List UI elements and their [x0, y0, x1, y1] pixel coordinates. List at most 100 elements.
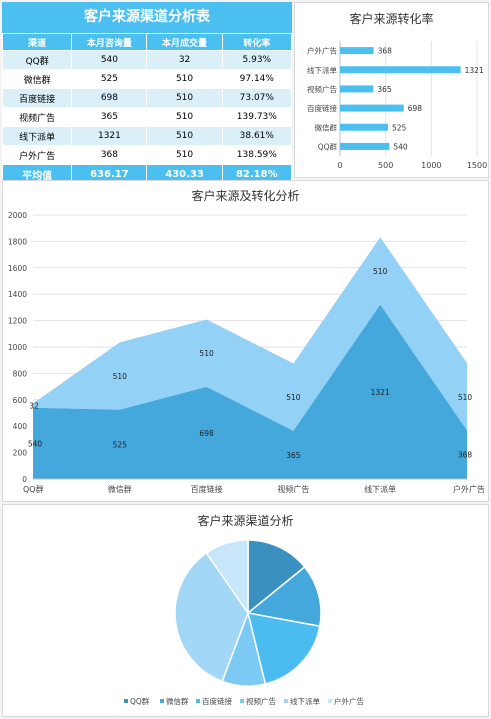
channel-table-panel: 客户来源渠道分析表 渠道 本月咨询量 本月成交量 转化率 QQ群 540 32 5.93% 微… — [1, 2, 293, 185]
table-cell: 510 — [146, 126, 223, 146]
channel-table: 渠道 本月咨询量 本月成交量 转化率 QQ群 540 32 5.93% 微信群 525 510 97… — [1, 33, 293, 185]
table-cell: 510 — [146, 107, 223, 127]
area-data-label: 510 — [373, 267, 388, 276]
source-area-chart-panel: 客户来源及转化分析 0 200 400 600 800 1000 1200 1400 1600 1… — [2, 180, 489, 502]
table-cell: 510 — [146, 88, 223, 108]
area-y-tick-label: 1800 — [8, 237, 27, 246]
table-cell: 365 — [71, 107, 148, 127]
table-average-cell: 平均值 — [1, 164, 73, 185]
table-cell: 百度链接 — [1, 88, 73, 108]
table-cell: QQ群 — [1, 50, 73, 70]
bar-chart: 0 500 1000 1500 户外广告 368 线下派单 1321 视频广告 365 百度链接 69… — [307, 41, 487, 170]
area-y-tick-label: 1000 — [8, 343, 27, 352]
area-y-tick-label: 600 — [13, 396, 28, 405]
pie-chart-title: 客户来源渠道分析 — [197, 514, 294, 528]
area-x-tick-label: QQ群 — [23, 484, 44, 494]
bar-data-label: 540 — [393, 142, 408, 151]
pie-slice — [247, 539, 306, 615]
area-data-label: 510 — [113, 372, 128, 381]
pie-chart: QQ群 微信群 百度链接 视频广告 线下派单 户外广告 — [124, 539, 364, 706]
bar-category-label: 视频广告 — [307, 84, 337, 94]
pie-legend-label: 百度链接 — [202, 696, 232, 706]
pie-slice — [246, 612, 321, 685]
area-x-tick-label: 微信群 — [108, 484, 132, 494]
area-chart: 0 200 400 600 800 1000 1200 1400 1600 1800 2000 QQ群… — [8, 211, 485, 494]
table-cell: 698 — [71, 88, 148, 108]
bar-category-label: 线下派单 — [307, 65, 337, 75]
table-cell: 510 — [146, 69, 223, 89]
table-row: 微信群 525 510 97.14% — [1, 69, 293, 89]
table-header-row: 渠道 本月咨询量 本月成交量 转化率 — [1, 33, 293, 51]
bar-data-label: 525 — [392, 123, 407, 132]
table-header-cell: 本月成交量 — [146, 33, 223, 51]
table-cell: 97.14% — [221, 69, 293, 89]
bar — [340, 85, 374, 93]
table-average-cell: 636.17 — [71, 164, 148, 185]
area-y-tick-label: 800 — [13, 369, 28, 378]
table-title: 客户来源渠道分析表 — [2, 2, 292, 33]
area-x-tick-label: 户外广告 — [453, 484, 485, 494]
area-y-tick-label: 1400 — [8, 290, 27, 299]
bar-category-label: 户外广告 — [307, 46, 337, 56]
area-data-label: 365 — [286, 451, 301, 460]
area-data-label: 510 — [458, 393, 473, 402]
bar-chart-title: 客户来源转化率 — [349, 12, 434, 26]
pie-legend-label: 线下派单 — [290, 696, 320, 706]
table-cell: 户外广告 — [1, 145, 73, 165]
bar — [340, 47, 374, 55]
table-cell: 视频广告 — [1, 107, 73, 127]
bar-x-tick-label: 500 — [378, 161, 393, 170]
area-x-tick-label: 百度链接 — [191, 484, 223, 494]
table-row: 户外广告 368 510 138.59% — [1, 145, 293, 165]
bar-data-label: 698 — [408, 104, 423, 113]
area-y-tick-label: 1600 — [8, 264, 27, 273]
table-row: 线下派单 1321 510 38.61% — [1, 126, 293, 146]
area-data-label: 510 — [286, 393, 301, 402]
table-cell: 73.07% — [221, 88, 293, 108]
table-header-cell: 本月咨询量 — [71, 33, 148, 51]
area-series-1 — [33, 304, 467, 479]
table-row: QQ群 540 32 5.93% — [1, 50, 293, 70]
table-cell: 139.73% — [221, 107, 293, 127]
table-cell: 368 — [71, 145, 148, 165]
pie-legend-label: 微信群 — [166, 696, 189, 706]
bar-data-label: 368 — [378, 47, 393, 56]
pie-legend-label: 户外广告 — [334, 696, 364, 706]
pie-slice — [205, 539, 249, 616]
channel-pie-chart-panel: 客户来源渠道分析 QQ群 微信群 百度链接 视频广告 线下派单 户外广告 — [2, 504, 489, 717]
area-data-label: 540 — [28, 439, 43, 448]
table-body: QQ群 540 32 5.93% 微信群 525 510 97.14% 百度链接 698 510 73… — [1, 50, 293, 185]
table-cell: 510 — [146, 145, 223, 165]
table-cell: 38.61% — [221, 126, 293, 146]
table-row: 百度链接 698 510 73.07% — [1, 88, 293, 108]
table-header-cell: 渠道 — [1, 33, 73, 51]
pie-legend-swatch — [284, 699, 288, 703]
table-cell: 525 — [71, 69, 148, 89]
table-cell: 5.93% — [221, 50, 293, 70]
area-chart-title: 客户来源及转化分析 — [191, 189, 300, 203]
bar-data-label: 1321 — [465, 66, 484, 75]
conversion-bar-chart-panel: 客户来源转化率 0 500 1000 1500 户外广告 368 线下派单 1321 视频广告 3… — [294, 2, 489, 178]
bar-category-label: 百度链接 — [307, 103, 337, 113]
bar — [340, 104, 404, 112]
area-x-tick-label: 视频广告 — [277, 484, 309, 494]
table-cell: 540 — [71, 50, 148, 70]
table-cell: 1321 — [71, 126, 148, 146]
area-y-tick-label: 400 — [13, 422, 28, 431]
bar-category-label: QQ群 — [318, 141, 338, 151]
pie-legend-swatch — [124, 699, 128, 703]
area-data-label: 368 — [458, 451, 473, 460]
pie-legend-label: QQ群 — [130, 696, 150, 706]
area-x-tick-label: 线下派单 — [364, 484, 396, 494]
table-cell: 线下派单 — [1, 126, 73, 146]
table-row: 视频广告 365 510 139.73% — [1, 107, 293, 127]
area-data-label: 525 — [113, 440, 128, 449]
pie-legend-swatch — [196, 699, 200, 703]
bar-x-tick-label: 0 — [337, 161, 342, 170]
table-cell: 32 — [146, 50, 223, 70]
pie-legend-label: 视频广告 — [246, 696, 276, 706]
bar — [340, 66, 461, 74]
area-data-label: 1321 — [371, 388, 390, 397]
area-y-tick-label: 0 — [22, 475, 27, 484]
pie-slice — [174, 551, 249, 683]
